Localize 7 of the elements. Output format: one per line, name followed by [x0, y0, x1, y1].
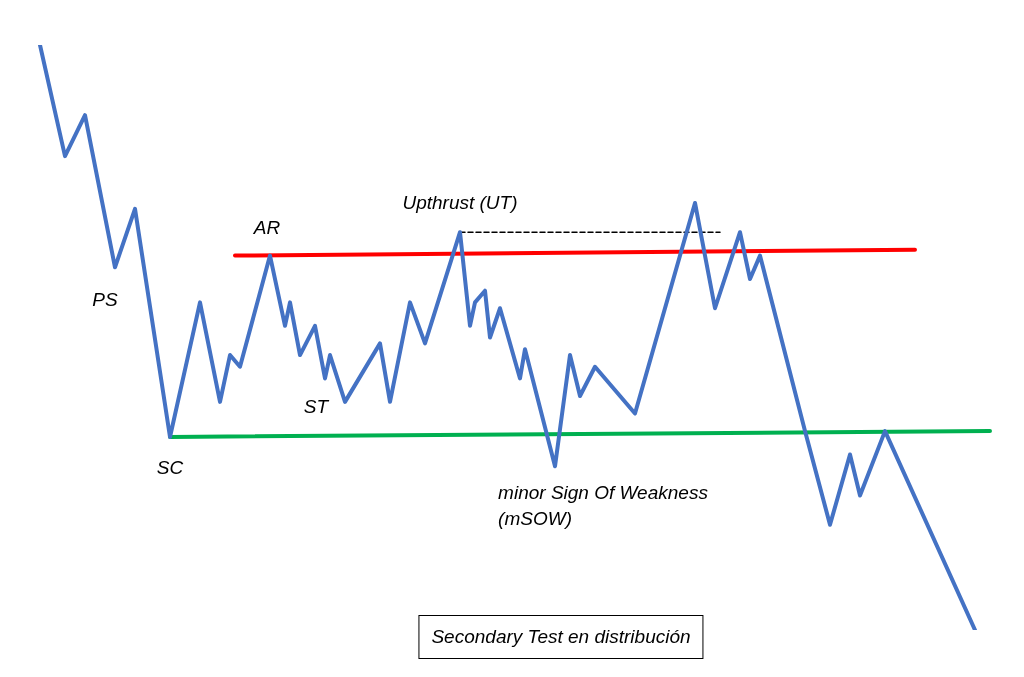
- annotation: ST: [303, 395, 329, 419]
- annotation: Upthrust (UT): [402, 191, 518, 215]
- annotation: minor Sign Of Weakness (mSOW): [498, 481, 708, 531]
- annotation: SC: [156, 456, 184, 480]
- annotation: Secondary Test en distribución: [418, 615, 704, 659]
- annotation: PS: [92, 288, 118, 312]
- annotation: AR: [253, 216, 281, 240]
